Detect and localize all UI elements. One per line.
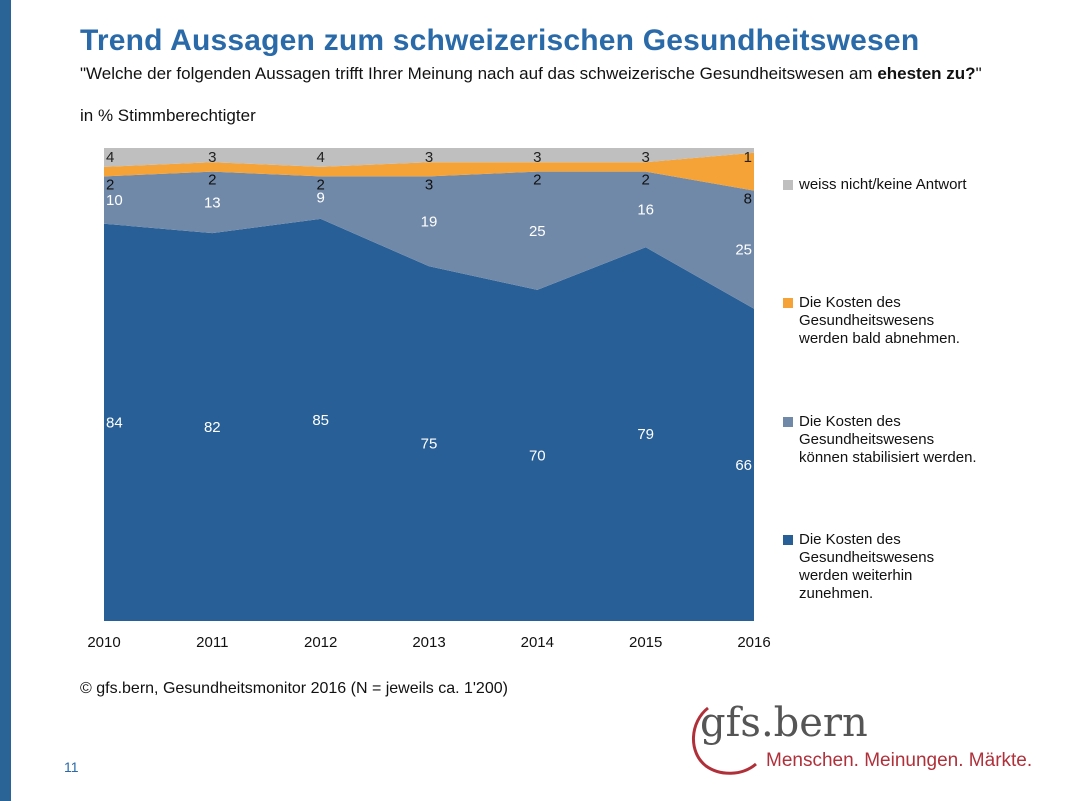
- data-label-s2-2015: 2: [642, 172, 650, 189]
- data-label-s1-2015: 16: [637, 202, 654, 219]
- data-label-s3-2016: 1: [744, 149, 752, 166]
- logo-wordmark: gfs.bern: [700, 700, 868, 746]
- data-label-s3-2014: 3: [533, 149, 541, 166]
- legend-item-1: Die Kosten des Gesundheitswesens können …: [783, 413, 983, 467]
- data-label-s2-2016: 8: [744, 191, 752, 208]
- x-tick-label-2014: 2014: [521, 634, 554, 651]
- gfs-bern-logo: gfs.bern Menschen. Meinungen. Märkte.: [680, 700, 1050, 780]
- data-label-s2-2014: 2: [533, 172, 541, 189]
- data-label-s1-2012: 9: [317, 190, 325, 207]
- data-label-s0-2013: 75: [421, 436, 438, 453]
- data-label-s1-2013: 19: [421, 213, 438, 230]
- logo-tagline: Menschen. Meinungen. Märkte.: [766, 750, 1033, 771]
- legend-item-0: Die Kosten des Gesundheitswesens werden …: [783, 531, 983, 603]
- data-label-s3-2012: 4: [317, 149, 325, 166]
- data-label-s2-2010: 2: [106, 176, 114, 193]
- data-label-s3-2010: 4: [106, 149, 114, 166]
- logo-arc-icon: [692, 706, 757, 775]
- legend-swatch: [783, 180, 793, 190]
- x-tick-label-2016: 2016: [737, 634, 770, 651]
- x-tick-label-2012: 2012: [304, 634, 337, 651]
- data-label-s3-2015: 3: [642, 149, 650, 166]
- question-emphasis: ehesten zu?: [877, 64, 976, 83]
- legend-swatch: [783, 535, 793, 545]
- data-label-s2-2013: 3: [425, 176, 433, 193]
- data-label-s2-2012: 2: [317, 176, 325, 193]
- x-tick-label-2011: 2011: [196, 634, 228, 651]
- data-label-s3-2013: 3: [425, 149, 433, 166]
- x-tick-label-2015: 2015: [629, 634, 662, 651]
- source-note: © gfs.bern, Gesundheitsmonitor 2016 (N =…: [80, 680, 508, 697]
- chart-basis-note: in % Stimmberechtigter: [80, 106, 256, 125]
- slide-title: Trend Aussagen zum schweizerischen Gesun…: [80, 24, 920, 57]
- data-label-s1-2016: 25: [735, 242, 752, 259]
- data-label-s0-2016: 66: [735, 457, 752, 474]
- data-label-s0-2015: 79: [637, 426, 654, 443]
- page-number: 11: [64, 759, 79, 775]
- legend-label: Die Kosten des Gesundheitswesens können …: [799, 413, 977, 466]
- survey-question: "Welche der folgenden Aussagen trifft Ih…: [80, 63, 1000, 84]
- x-tick-label-2013: 2013: [412, 634, 445, 651]
- data-label-s0-2010: 84: [106, 414, 123, 431]
- data-label-s1-2014: 25: [529, 223, 546, 240]
- data-label-s2-2011: 2: [208, 172, 216, 189]
- data-label-s0-2012: 85: [312, 412, 329, 429]
- legend-label: Die Kosten des Gesundheitswesens werden …: [799, 531, 935, 602]
- data-label-s0-2011: 82: [204, 419, 221, 436]
- question-close-quote: ": [975, 64, 982, 83]
- data-label-s1-2011: 13: [204, 194, 221, 211]
- legend-item-2: Die Kosten des Gesundheitswesens werden …: [783, 294, 983, 348]
- data-label-s1-2010: 10: [106, 192, 123, 209]
- area-series-0: [104, 218, 754, 621]
- data-label-s0-2014: 70: [529, 447, 546, 464]
- legend-swatch: [783, 298, 793, 308]
- legend-label: weiss nicht/keine Antwort: [799, 176, 967, 193]
- slide-side-bar: [0, 0, 11, 801]
- question-text: "Welche der folgenden Aussagen trifft Ih…: [80, 64, 878, 83]
- x-tick-label-2010: 2010: [87, 634, 120, 651]
- legend-swatch: [783, 417, 793, 427]
- area-series-3: [104, 148, 754, 167]
- area-series-2: [104, 152, 754, 191]
- area-series-1: [104, 171, 754, 309]
- legend-item-3: weiss nicht/keine Antwort: [783, 176, 983, 194]
- legend-label: Die Kosten des Gesundheitswesens werden …: [799, 294, 960, 347]
- data-label-s3-2011: 3: [208, 149, 216, 166]
